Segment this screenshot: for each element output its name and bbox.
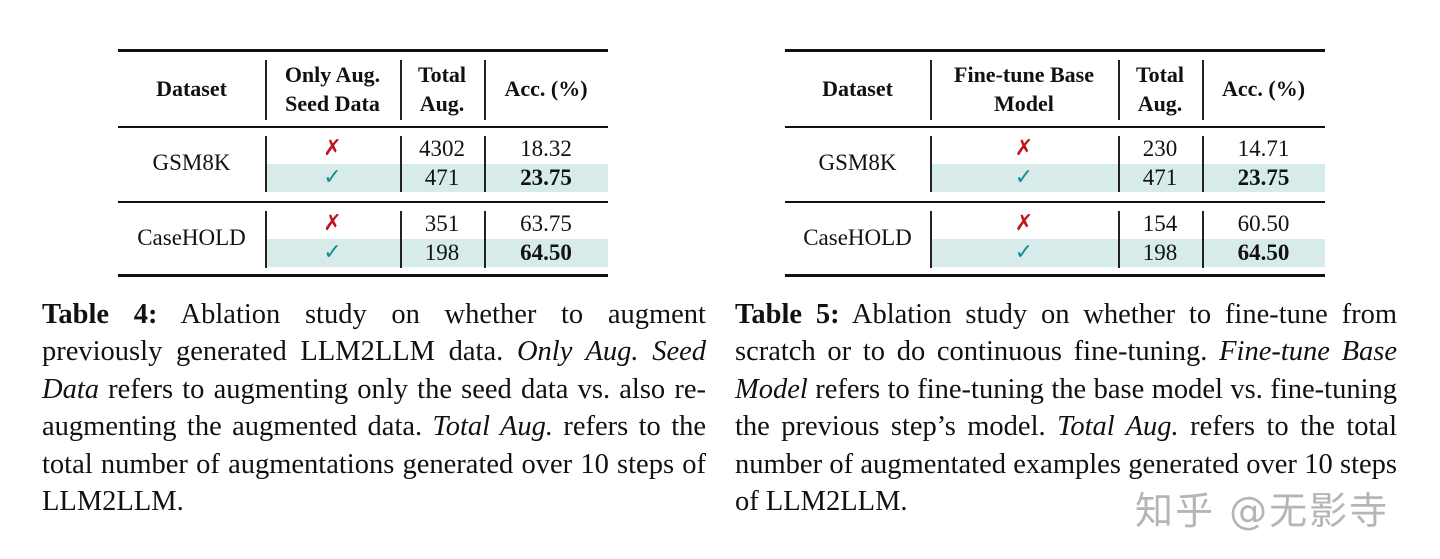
- column-divider: [1202, 60, 1204, 120]
- dataset-name: GSM8K: [818, 150, 897, 175]
- column-divider: [1118, 60, 1120, 120]
- caption-italic-term: Fine-tune Base Model: [735, 336, 1398, 405]
- total-aug-value: 471: [1142, 165, 1178, 190]
- accuracy-value: 60.50: [1237, 211, 1290, 236]
- total-aug-value: 230: [1142, 136, 1178, 161]
- table-rule: [118, 201, 608, 203]
- cross-icon: ✗: [323, 136, 342, 161]
- column-divider: [265, 136, 267, 192]
- accuracy-value: 14.71: [1237, 136, 1290, 161]
- cross-icon: ✗: [1014, 211, 1034, 236]
- column-header: Total: [1135, 62, 1185, 87]
- check-icon: ✓: [1014, 240, 1034, 265]
- column-divider: [1202, 211, 1204, 268]
- column-header: Fine-tune Base: [954, 62, 1094, 87]
- caption-italic-term: Total Aug.: [1057, 411, 1179, 443]
- table-rule: [785, 49, 1325, 52]
- column-divider: [484, 60, 486, 120]
- column-header: Aug.: [1137, 91, 1183, 116]
- caption-text: refers to augmenting only the seed data …: [42, 373, 706, 443]
- accuracy-value: 23.75: [1237, 165, 1290, 190]
- caption-label: Table 4:: [42, 299, 158, 330]
- column-divider: [1118, 136, 1120, 192]
- check-icon: ✓: [323, 240, 342, 265]
- column-divider: [265, 211, 267, 268]
- column-header: Aug.: [419, 91, 465, 116]
- column-header: Acc. (%): [504, 76, 588, 101]
- total-aug-value: 154: [1142, 211, 1178, 236]
- column-header: Dataset: [156, 76, 227, 101]
- total-aug-value: 471: [424, 165, 460, 190]
- accuracy-value: 64.50: [520, 240, 572, 265]
- highlight-row: [930, 239, 1325, 267]
- column-divider: [400, 136, 402, 192]
- check-icon: ✓: [323, 165, 342, 190]
- column-divider: [1202, 136, 1204, 192]
- check-icon: ✓: [1014, 165, 1034, 190]
- highlight-row: [265, 239, 608, 267]
- caption-text: refers to the total number of augmentati…: [42, 411, 707, 518]
- column-divider: [484, 211, 486, 268]
- cross-icon: ✗: [323, 211, 342, 236]
- table-4-caption: Table 4: Ablation study on whether to au…: [42, 296, 706, 520]
- dataset-name: CaseHOLD: [803, 225, 912, 250]
- caption-text: Ablation study on whether to fine-tune f…: [735, 299, 1397, 368]
- total-aug-value: 198: [424, 240, 460, 265]
- highlight-row: [265, 164, 608, 192]
- column-header: Dataset: [822, 76, 893, 101]
- column-divider: [930, 60, 932, 120]
- total-aug-value: 351: [424, 211, 460, 236]
- caption-text: refers to fine-tuning the base model vs.…: [735, 373, 1397, 443]
- accuracy-value: 63.75: [520, 211, 572, 236]
- table-rule: [785, 126, 1325, 128]
- table-rule: [118, 49, 608, 52]
- caption-italic-term: Total Aug.: [432, 411, 554, 443]
- accuracy-value: 23.75: [520, 165, 572, 190]
- column-divider: [1118, 211, 1120, 268]
- column-divider: [400, 60, 402, 120]
- column-header: Model: [994, 91, 1054, 116]
- column-divider: [484, 136, 486, 192]
- accuracy-value: 18.32: [520, 136, 572, 161]
- column-header: Only Aug.: [284, 62, 381, 87]
- table-rule: [785, 274, 1325, 277]
- column-divider: [400, 211, 402, 268]
- caption-label: Table 5:: [735, 299, 840, 330]
- column-divider: [930, 136, 932, 192]
- dataset-name: CaseHOLD: [137, 225, 246, 250]
- caption-text: Ablation study on whether to augment pre…: [42, 299, 706, 368]
- highlight-row: [930, 164, 1325, 192]
- column-header: Acc. (%): [1221, 76, 1306, 101]
- table-rule: [118, 274, 608, 277]
- column-header: Total: [417, 62, 467, 87]
- caption-text: refers to the total number of augmentate…: [735, 411, 1397, 518]
- cross-icon: ✗: [1014, 136, 1034, 161]
- dataset-name: GSM8K: [152, 150, 231, 175]
- table-5-caption: Table 5: Ablation study on whether to fi…: [735, 296, 1397, 520]
- watermark: 知乎 @无影寺: [1135, 489, 1390, 533]
- table-rule: [785, 201, 1325, 203]
- total-aug-value: 4302: [419, 136, 465, 161]
- column-divider: [265, 60, 267, 120]
- column-divider: [930, 211, 932, 268]
- table-rule: [118, 126, 608, 128]
- column-header: Seed Data: [285, 91, 380, 116]
- total-aug-value: 198: [1142, 240, 1178, 265]
- caption-italic-term: Only Aug. Seed Data: [42, 336, 706, 405]
- accuracy-value: 64.50: [1237, 240, 1290, 265]
